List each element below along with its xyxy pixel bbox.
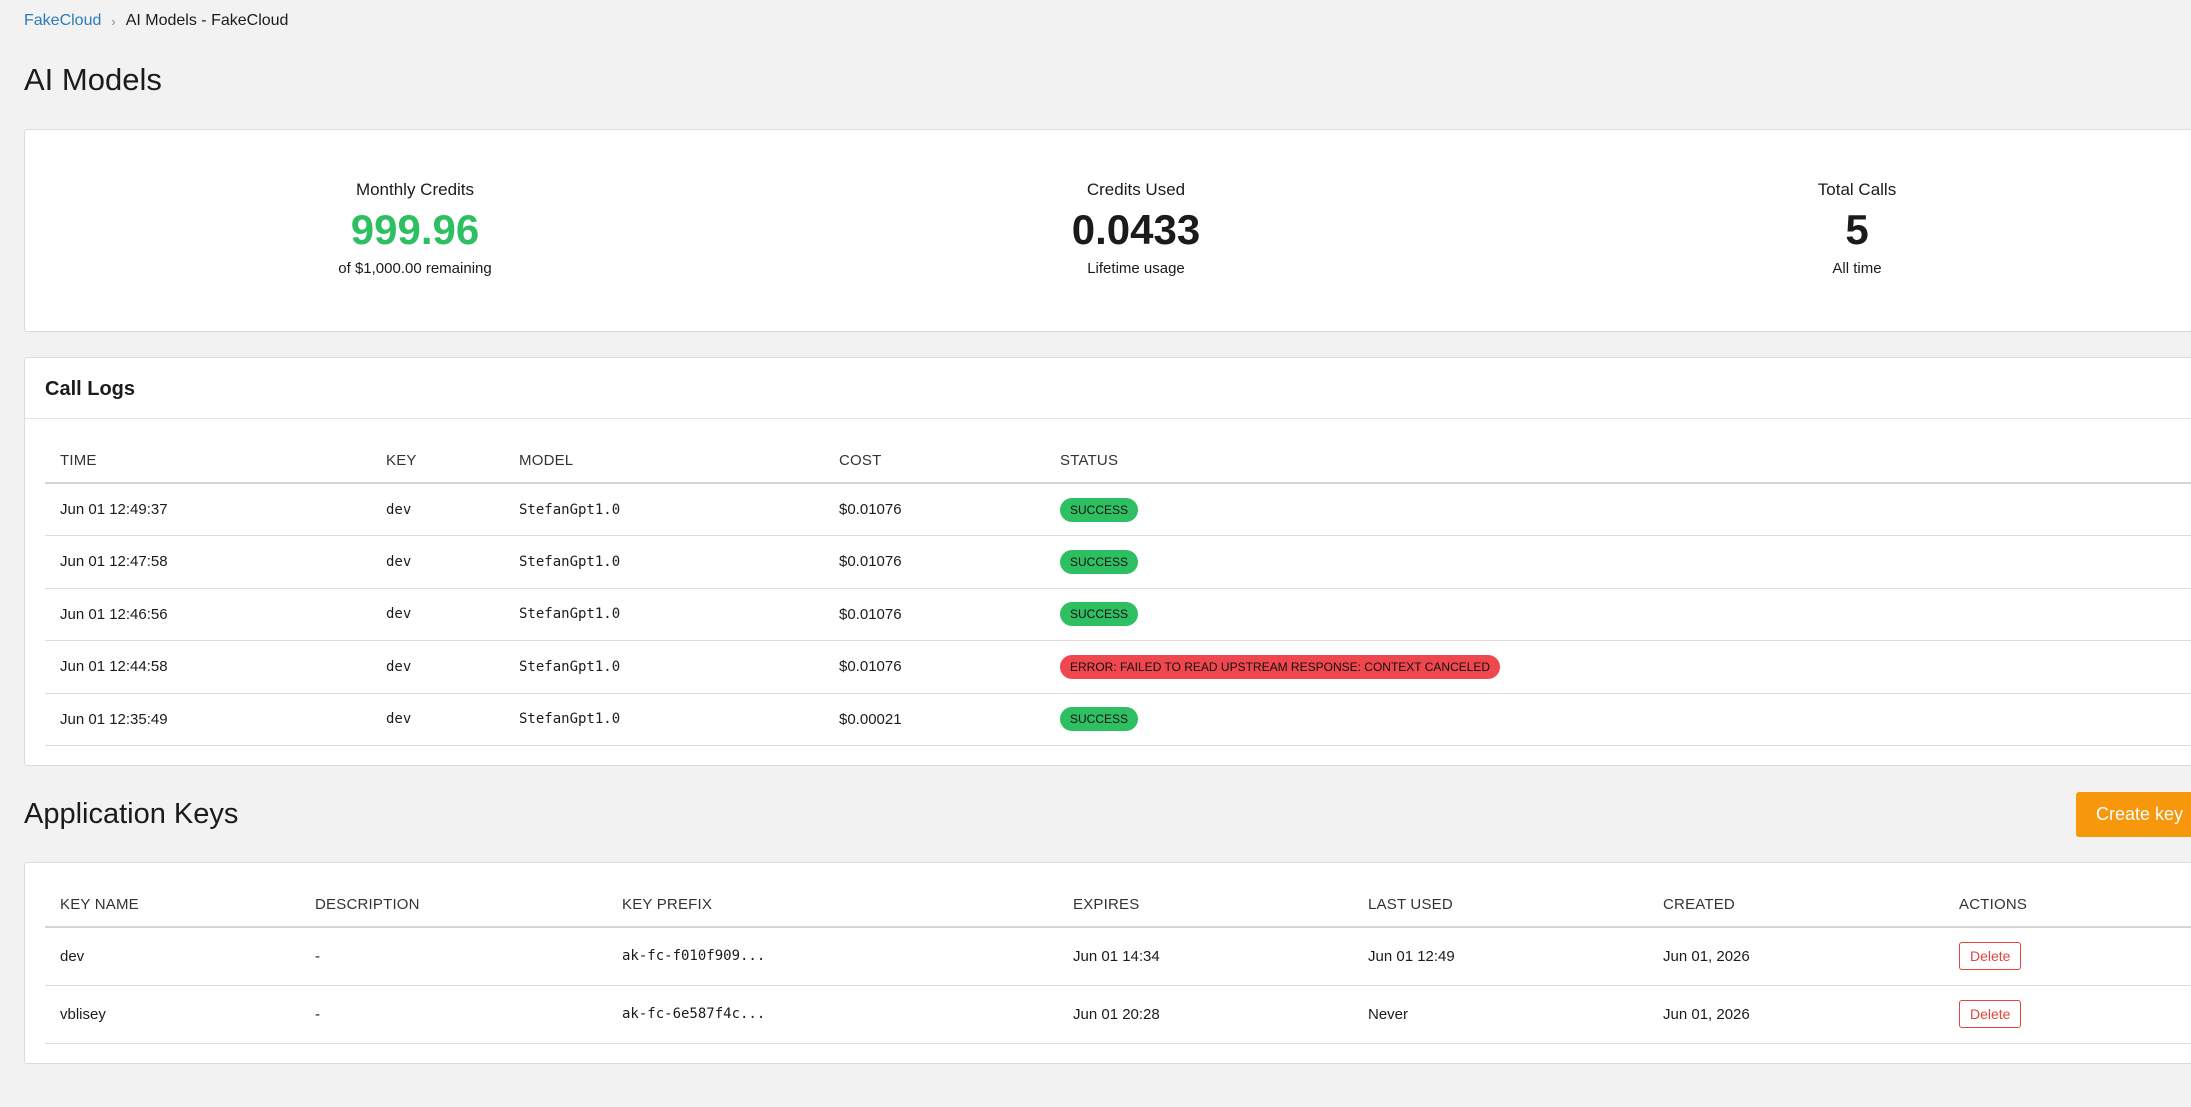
key-description: - — [300, 927, 607, 986]
log-time: Jun 01 12:47:58 — [45, 535, 371, 589]
table-header-row: KEY NAME DESCRIPTION KEY PREFIX EXPIRES … — [45, 883, 2191, 928]
log-status-cell: SUCCESS — [1045, 588, 2191, 641]
column-header[interactable]: TIME — [45, 439, 371, 484]
status-badge: SUCCESS — [1060, 497, 1139, 522]
key-name: dev — [45, 927, 300, 986]
key-actions-cell: Delete — [1944, 927, 2191, 986]
key-created: Jun 01, 2026 — [1648, 985, 1944, 1044]
log-status-cell: SUCCESS — [1045, 483, 2191, 536]
application-keys-card: KEY NAME DESCRIPTION KEY PREFIX EXPIRES … — [24, 862, 2191, 1064]
stat-total-calls: Total Calls 5 All time — [1657, 180, 2057, 277]
stat-value: 999.96 — [350, 206, 480, 253]
call-logs-table-wrap: TIME KEY MODEL COST STATUS Jun 01 12:49:… — [45, 439, 2191, 746]
table-row[interactable]: Jun 01 12:44:58 dev StefanGpt1.0 $0.0107… — [45, 640, 2191, 694]
key-prefix: ak-fc-f010f909... — [607, 927, 1058, 986]
stat-value: 0.0433 — [1071, 206, 1201, 253]
column-header[interactable]: KEY PREFIX — [607, 883, 1058, 928]
column-header[interactable]: KEY — [371, 439, 504, 484]
log-status-cell: ERROR: FAILED TO READ UPSTREAM RESPONSE:… — [1045, 640, 2191, 694]
delete-key-button[interactable]: Delete — [1959, 942, 2022, 971]
status-badge: SUCCESS — [1060, 602, 1139, 627]
log-cost: $0.01076 — [824, 483, 1045, 536]
log-status-cell: SUCCESS — [1045, 693, 2191, 746]
log-model: StefanGpt1.0 — [504, 483, 824, 536]
table-header-row: TIME KEY MODEL COST STATUS — [45, 439, 2191, 484]
log-cost: $0.01076 — [824, 640, 1045, 694]
call-logs-card: Call Logs TIME KEY MODEL COST STATUS — [24, 357, 2191, 766]
key-actions-cell: Delete — [1944, 985, 2191, 1044]
log-key: dev — [371, 693, 504, 746]
key-prefix: ak-fc-6e587f4c... — [607, 985, 1058, 1044]
log-model: StefanGpt1.0 — [504, 535, 824, 589]
stat-subtext: of $1,000.00 remaining — [338, 260, 492, 278]
column-header[interactable]: LAST USED — [1353, 883, 1648, 928]
stat-monthly-credits: Monthly Credits 999.96 of $1,000.00 rema… — [215, 180, 615, 277]
breadcrumb-separator: › — [111, 13, 116, 29]
table-row[interactable]: vblisey - ak-fc-6e587f4c... Jun 01 20:28… — [45, 985, 2191, 1044]
column-header[interactable]: DESCRIPTION — [300, 883, 607, 928]
table-row[interactable]: Jun 01 12:49:37 dev StefanGpt1.0 $0.0107… — [45, 483, 2191, 536]
application-keys-table-wrap: KEY NAME DESCRIPTION KEY PREFIX EXPIRES … — [45, 883, 2191, 1044]
log-cost: $0.01076 — [824, 588, 1045, 641]
breadcrumb-home-link[interactable]: FakeCloud — [24, 12, 102, 29]
log-status-cell: SUCCESS — [1045, 535, 2191, 589]
stat-value: 5 — [1845, 206, 1869, 253]
table-row[interactable]: Jun 01 12:47:58 dev StefanGpt1.0 $0.0107… — [45, 535, 2191, 589]
call-logs-table: TIME KEY MODEL COST STATUS Jun 01 12:49:… — [45, 439, 2191, 746]
call-logs-title: Call Logs — [25, 358, 2191, 419]
create-key-button[interactable]: Create key — [2076, 792, 2191, 837]
log-cost: $0.00021 — [824, 693, 1045, 746]
column-header[interactable]: CREATED — [1648, 883, 1944, 928]
breadcrumb-current: AI Models - FakeCloud — [125, 12, 289, 29]
column-header[interactable]: MODEL — [504, 439, 824, 484]
log-time: Jun 01 12:35:49 — [45, 693, 371, 746]
key-description: - — [300, 985, 607, 1044]
table-row[interactable]: dev - ak-fc-f010f909... Jun 01 14:34 Jun… — [45, 927, 2191, 986]
log-time: Jun 01 12:49:37 — [45, 483, 371, 536]
stat-subtext: Lifetime usage — [1087, 260, 1185, 278]
stat-label: Total Calls — [1817, 180, 1897, 199]
column-header[interactable]: KEY NAME — [45, 883, 300, 928]
log-cost: $0.01076 — [824, 535, 1045, 589]
log-model: StefanGpt1.0 — [504, 693, 824, 746]
table-row[interactable]: Jun 01 12:46:56 dev StefanGpt1.0 $0.0107… — [45, 588, 2191, 641]
key-created: Jun 01, 2026 — [1648, 927, 1944, 986]
log-time: Jun 01 12:44:58 — [45, 640, 371, 694]
key-last-used: Jun 01 12:49 — [1353, 927, 1648, 986]
log-key: dev — [371, 588, 504, 641]
column-header[interactable]: STATUS — [1045, 439, 2191, 484]
breadcrumb: FakeCloud › AI Models - FakeCloud — [24, 12, 288, 30]
status-badge: ERROR: FAILED TO READ UPSTREAM RESPONSE:… — [1060, 654, 1501, 679]
delete-key-button[interactable]: Delete — [1959, 1000, 2022, 1028]
column-header: ACTIONS — [1944, 883, 2191, 928]
key-name: vblisey — [45, 985, 300, 1044]
application-keys-table: KEY NAME DESCRIPTION KEY PREFIX EXPIRES … — [45, 883, 2191, 1044]
log-time: Jun 01 12:46:56 — [45, 588, 371, 641]
status-badge: SUCCESS — [1060, 707, 1139, 732]
key-expires: Jun 01 14:34 — [1058, 927, 1353, 986]
credits-summary-card: Monthly Credits 999.96 of $1,000.00 rema… — [24, 129, 2191, 332]
key-last-used: Never — [1353, 985, 1648, 1044]
stat-label: Credits Used — [1086, 180, 1186, 199]
log-model: StefanGpt1.0 — [504, 640, 824, 694]
application-keys-title: Application Keys — [24, 798, 239, 830]
stat-label: Monthly Credits — [355, 180, 475, 199]
log-key: dev — [371, 535, 504, 589]
page-title: AI Models — [24, 62, 162, 97]
stat-subtext: All time — [1832, 260, 1882, 278]
stat-credits-used: Credits Used 0.0433 Lifetime usage — [936, 180, 1336, 277]
status-badge: SUCCESS — [1060, 549, 1139, 574]
log-model: StefanGpt1.0 — [504, 588, 824, 641]
column-header[interactable]: COST — [824, 439, 1045, 484]
log-key: dev — [371, 483, 504, 536]
log-key: dev — [371, 640, 504, 694]
column-header[interactable]: EXPIRES — [1058, 883, 1353, 928]
table-row[interactable]: Jun 01 12:35:49 dev StefanGpt1.0 $0.0002… — [45, 693, 2191, 746]
key-expires: Jun 01 20:28 — [1058, 985, 1353, 1044]
